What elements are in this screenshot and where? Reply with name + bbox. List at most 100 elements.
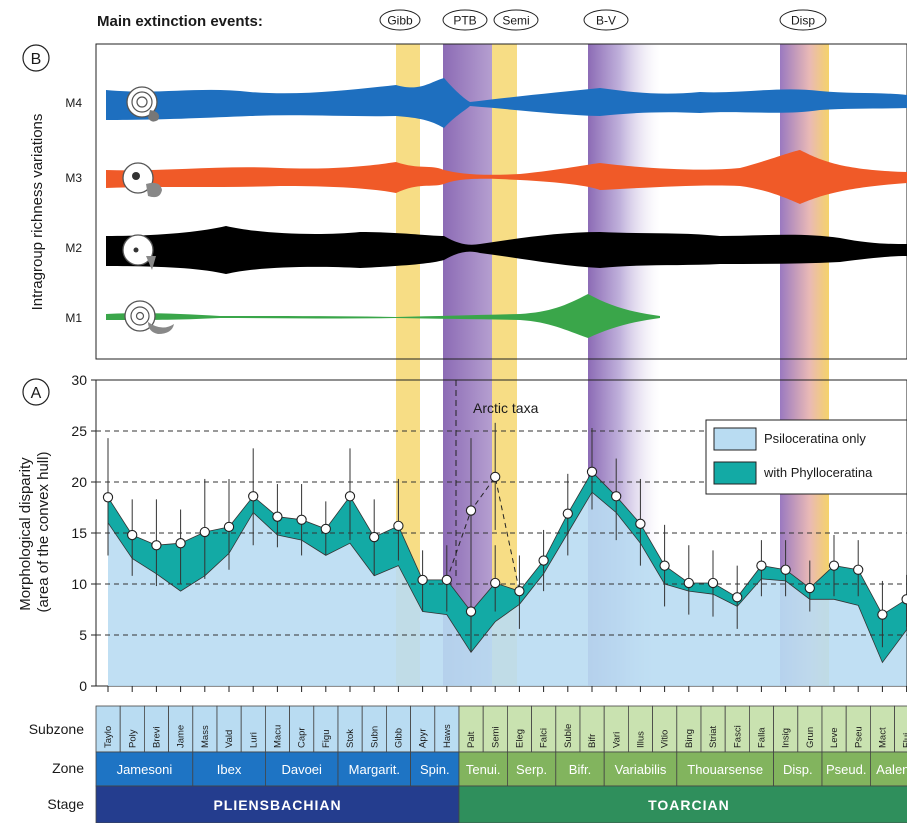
row-label-zone: Zone	[52, 760, 84, 776]
subzone-label: Mact	[878, 727, 889, 748]
event-label-ptb: PTB	[442, 9, 488, 31]
subzone-cell	[216, 705, 242, 753]
panel-b-letter: B	[22, 44, 50, 72]
subzone-label: Pseu	[853, 726, 864, 748]
legend-label-phylloceratina: with Phylloceratina	[763, 465, 873, 480]
y-tick-label: 15	[71, 525, 87, 541]
subzone-cell	[385, 705, 411, 753]
zone-label: Serp.	[516, 762, 547, 777]
ammonite-icon-m1	[124, 300, 174, 334]
zone-cell	[458, 751, 508, 787]
subzone-label: Taylo	[103, 726, 114, 748]
subzone-row: Taylo Poly Brevi Jame Mass Vald Luri Macu Capr Fi…	[95, 705, 907, 753]
subzone-cell	[797, 705, 823, 753]
arctic-taxa-annotation: Arctic taxa	[473, 400, 539, 416]
event-label-gibb: Gibb	[379, 9, 421, 31]
event-label-disp: Disp	[779, 9, 827, 31]
zone-row: Jamesoni Ibex Davoei Margarit. Spin. Tenui. Se…	[95, 751, 907, 787]
subzone-label: Capr	[297, 727, 308, 748]
zone-label: Spin.	[420, 762, 450, 777]
subzone-cell	[458, 705, 484, 753]
panel-b-frame	[95, 43, 907, 360]
zone-label: Disp.	[783, 762, 813, 777]
subzone-label: Brevi	[152, 726, 163, 748]
subzone-label: Flui	[902, 733, 907, 748]
subzone-cell	[773, 705, 799, 753]
data-point	[659, 560, 670, 571]
data-point	[223, 521, 235, 533]
subzone-label: Semi	[490, 726, 501, 748]
zone-label: Thouarsense	[687, 762, 763, 777]
subzone-label: Apyr	[418, 728, 429, 748]
group-label-m1: M1	[65, 311, 82, 325]
event-label-text: Gibb	[387, 14, 413, 28]
zone-label: Bifr.	[569, 762, 591, 777]
data-point	[853, 564, 864, 575]
subzone-cell	[579, 705, 605, 753]
subzone-label: Vari	[611, 732, 622, 748]
subzone-label: Palt	[466, 731, 477, 748]
event-labels: Gibb PTB Semi B-V Disp	[379, 9, 827, 31]
data-point	[901, 594, 907, 605]
data-point	[562, 508, 573, 519]
data-point	[635, 518, 646, 529]
spindle-m3: M3	[65, 150, 907, 204]
data-point	[490, 577, 501, 589]
data-point	[828, 560, 840, 571]
event-label-bv: B-V	[583, 9, 629, 31]
y-tick-label: 0	[79, 678, 87, 694]
stage-label: PLIENSBACHIAN	[213, 797, 341, 813]
data-point	[417, 574, 428, 586]
biostratigraphy: Subzone Zone Stage Taylo Poly Brevi Jame Mas…	[29, 705, 907, 823]
subzone-cell	[434, 705, 460, 753]
zone-label: Jamesoni	[117, 762, 173, 777]
panel-b-ylabel: Intragroup richness variations	[29, 114, 46, 311]
subzone-cell	[361, 705, 387, 753]
data-point-arctic	[465, 505, 477, 516]
panel-a-ylabel-line1: Morphological disparity	[17, 457, 34, 611]
event-label-text: PTB	[453, 14, 476, 28]
subzone-label: Eleg	[515, 729, 526, 748]
data-point	[611, 491, 622, 502]
arctic-line	[446, 475, 520, 592]
subzone-cell	[555, 705, 581, 753]
zone-cell	[95, 751, 194, 787]
spindle-m1: M1	[65, 294, 660, 338]
y-tick-label: 25	[71, 423, 87, 439]
subzone-cell	[192, 705, 218, 753]
subzone-label: Bing	[684, 729, 695, 748]
subzone-cell	[289, 705, 315, 753]
event-label-text: Disp	[791, 14, 815, 28]
zone-cell	[676, 751, 774, 787]
subzone-label: Mass	[200, 725, 211, 748]
subzone-cell	[119, 705, 145, 753]
zone-label: Margarit.	[349, 762, 400, 777]
subzone-label: Jame	[176, 725, 187, 748]
subzone-label: Leve	[829, 727, 840, 748]
subzone-label: Fasci	[732, 725, 743, 748]
subzone-label: Vald	[224, 730, 235, 748]
subzone-label: Bifr	[587, 734, 598, 748]
panel-b-letter-text: B	[31, 51, 42, 68]
data-point	[127, 529, 138, 541]
zone-cell	[773, 751, 823, 787]
subzone-label: Vitio	[660, 730, 671, 748]
legend: Psiloceratina only with Phylloceratina	[705, 419, 907, 495]
data-point	[683, 577, 694, 589]
data-point	[272, 511, 283, 522]
data-point	[707, 577, 719, 589]
legend-label-psiloceratina: Psiloceratina only	[764, 431, 866, 446]
subzone-cell	[821, 705, 847, 753]
subzone-label: Subn	[369, 726, 380, 748]
data-point	[151, 540, 162, 551]
subzone-label: Haws	[442, 724, 453, 748]
subzone-cell	[749, 705, 775, 753]
panel-a-letter: A	[22, 378, 50, 406]
row-label-stage: Stage	[47, 796, 84, 812]
data-point	[465, 606, 477, 617]
panel-a-ylabel-line2: (area of the convex hull)	[35, 452, 52, 613]
subzone-label: Illus	[636, 731, 647, 748]
subzone-cell	[676, 705, 702, 753]
data-point	[877, 609, 888, 620]
